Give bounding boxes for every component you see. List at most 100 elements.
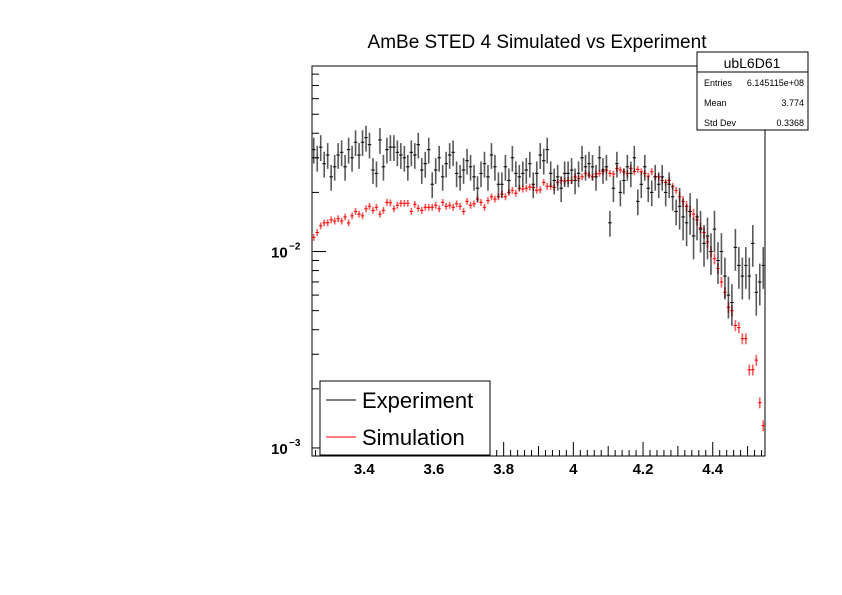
legend-item: Experiment: [326, 388, 473, 413]
data-point: [611, 176, 616, 203]
data-point: [660, 164, 664, 191]
data-point: [423, 151, 427, 178]
data-point: [740, 333, 745, 345]
series-experiment: [312, 125, 765, 326]
data-point: [636, 166, 640, 173]
data-point: [510, 186, 515, 194]
data-point: [437, 205, 441, 213]
data-point: [367, 202, 372, 210]
data-point: [437, 145, 441, 172]
data-point: [747, 257, 752, 300]
data-point: [636, 189, 640, 216]
data-point: [528, 183, 532, 191]
legend-item: Simulation: [326, 425, 465, 450]
data-point: [723, 257, 727, 300]
data-point: [674, 199, 678, 226]
data-point: [447, 143, 452, 169]
data-point: [576, 161, 581, 188]
stats-box: ubL6D61 Entries 6.145115e+08 Mean 3.774 Std D…: [696, 51, 809, 131]
stats-value: 6.145115e+08: [747, 78, 804, 88]
data-point: [388, 199, 393, 207]
data-point: [332, 154, 337, 181]
data-point: [594, 164, 598, 191]
data-point: [322, 219, 326, 227]
data-point: [618, 166, 623, 174]
data-point: [754, 354, 759, 366]
data-point: [719, 276, 724, 288]
data-point: [353, 130, 358, 157]
chart-title: AmBe STED 4 Simulated vs Experiment: [368, 32, 708, 53]
data-point: [650, 180, 654, 207]
data-point: [440, 164, 445, 191]
data-point: [531, 172, 536, 199]
data-point: [336, 143, 340, 169]
data-point: [312, 137, 316, 164]
data-point: [486, 197, 490, 204]
data-point: [343, 213, 347, 221]
data-point: [315, 229, 319, 236]
data-point: [528, 151, 532, 178]
data-point: [381, 207, 386, 214]
data-point: [409, 208, 414, 215]
data-point: [360, 212, 365, 220]
data-point: [430, 203, 434, 211]
data-point: [524, 158, 529, 184]
stats-box-title: ubL6D61: [724, 55, 781, 71]
data-point: [416, 132, 421, 159]
data-point: [761, 247, 765, 289]
data-point: [482, 203, 487, 211]
data-point: [468, 154, 473, 181]
data-point: [503, 154, 508, 181]
data-point: [712, 253, 717, 265]
data-point: [646, 176, 651, 203]
data-point: [336, 215, 340, 223]
data-point: [503, 193, 508, 201]
x-tick-label: 3.8: [493, 461, 514, 478]
data-point: [538, 143, 542, 169]
data-point: [677, 187, 682, 230]
x-tick-label: 3.4: [354, 461, 376, 478]
data-point: [510, 145, 515, 172]
data-point: [374, 161, 379, 188]
data-point: [402, 199, 407, 207]
data-point: [702, 225, 706, 267]
data-point: [507, 168, 511, 195]
data-point: [440, 198, 445, 206]
y-tick-base: 10: [271, 245, 288, 262]
data-point: [754, 273, 759, 316]
data-point: [339, 217, 344, 225]
data-point: [364, 125, 368, 152]
data-point: [454, 161, 459, 188]
data-point: [761, 420, 765, 432]
data-point: [583, 154, 588, 181]
data-point: [521, 161, 525, 188]
data-point: [402, 145, 407, 172]
stats-label: Mean: [704, 98, 727, 108]
legend-frame: [319, 380, 491, 456]
data-point: [371, 158, 375, 184]
data-point: [325, 143, 330, 169]
data-point: [479, 161, 483, 188]
data-point: [322, 151, 326, 178]
data-point: [545, 137, 549, 164]
data-point: [360, 130, 365, 157]
data-point: [378, 210, 382, 218]
stats-box-frame: [696, 51, 809, 131]
data-point: [465, 198, 469, 205]
data-point: [629, 161, 633, 188]
data-point: [730, 284, 734, 326]
data-point: [409, 140, 414, 167]
data-point: [420, 207, 424, 214]
data-point: [454, 200, 459, 208]
data-point: [399, 143, 403, 169]
data-point: [381, 154, 386, 181]
x-tick-label: 4: [569, 461, 578, 478]
legend-label: Simulation: [362, 425, 465, 450]
data-point: [608, 210, 612, 237]
data-point: [740, 257, 745, 300]
y-tick-exponent: −2: [289, 242, 301, 253]
data-point: [705, 217, 710, 260]
legend-label: Experiment: [362, 388, 473, 413]
data-point: [744, 333, 748, 345]
